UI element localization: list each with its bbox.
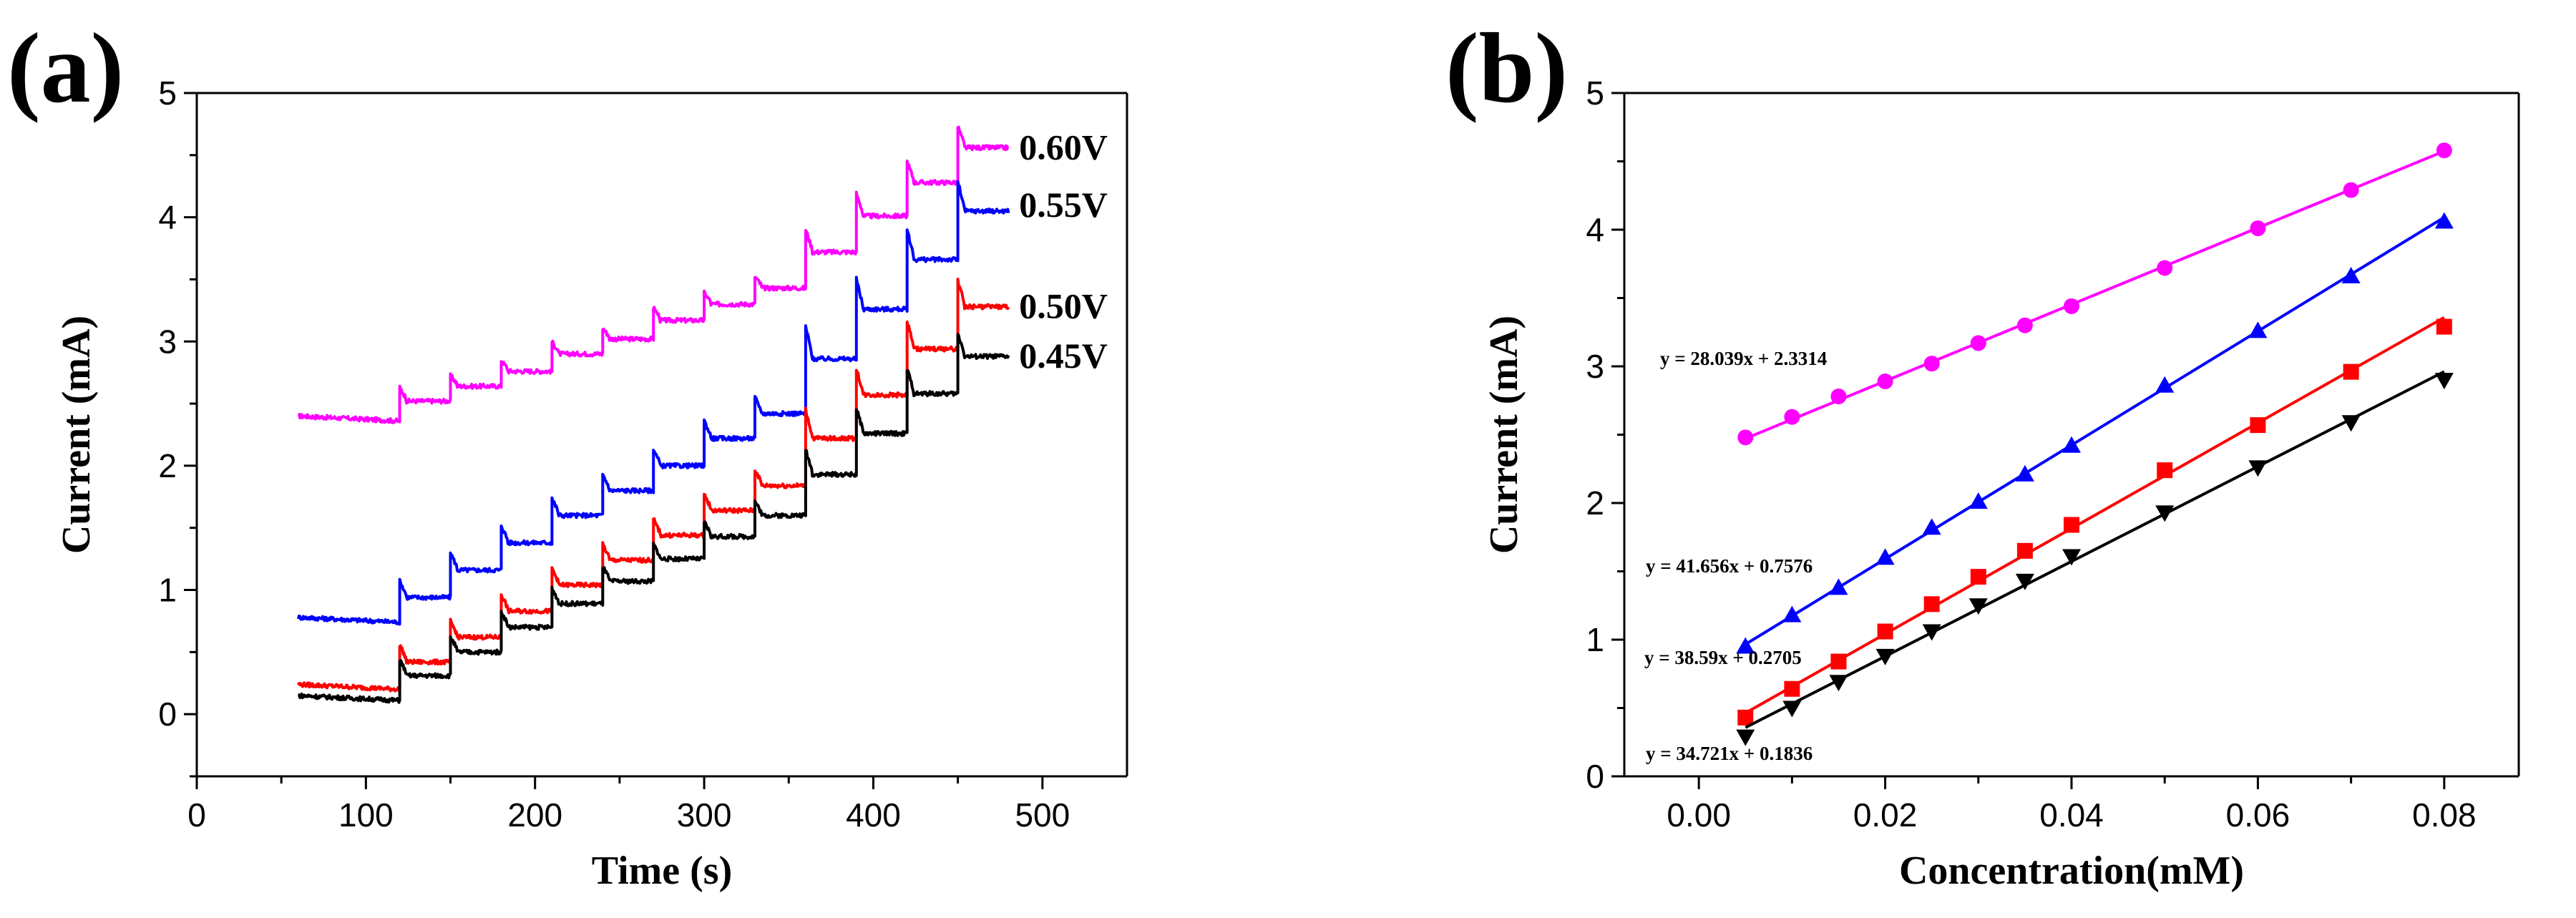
chart-b-y-tick-label: 1 — [1586, 621, 1604, 658]
chart-a-y-tick-label: 2 — [158, 447, 177, 484]
chart-b-x-tick-label: 0.02 — [1853, 796, 1918, 834]
data-point-0.60V — [2016, 317, 2033, 333]
chart-b-x-tick-label: 0.06 — [2226, 796, 2290, 834]
data-point-0.50V — [2250, 417, 2266, 434]
data-point-0.60V — [1784, 409, 1800, 425]
chart-b-x-tick-label: 0.00 — [1667, 796, 1731, 834]
data-point-0.60V — [1877, 373, 1893, 390]
chart-a-x-tick-label: 300 — [677, 796, 732, 834]
data-point-0.60V — [1923, 356, 1940, 372]
chart-a-x-tick-label: 400 — [846, 796, 901, 834]
series-line-0.60V — [298, 125, 1010, 424]
panel-b-label: (b) — [1445, 13, 1568, 124]
chart-b-x-axis-title: Concentration(mM) — [1899, 849, 2244, 893]
data-point-0.60V — [2343, 182, 2359, 198]
data-point-0.55V — [1736, 637, 1755, 654]
data-point-0.60V — [2157, 260, 2173, 276]
data-point-0.45V — [2155, 505, 2175, 522]
chart-b-y-tick-label: 2 — [1586, 484, 1604, 522]
data-point-0.45V — [1968, 598, 1988, 615]
data-point-0.45V — [2341, 415, 2361, 432]
data-point-0.45V — [1736, 729, 1755, 746]
data-point-0.50V — [2157, 462, 2173, 479]
data-point-0.50V — [2343, 363, 2359, 380]
data-point-0.60V — [2064, 298, 2079, 314]
series-line-0.50V — [297, 278, 1010, 693]
chart-b-x-tick-label: 0.04 — [2039, 796, 2104, 834]
chart-b-y-tick-label: 0 — [1586, 758, 1604, 795]
chart-b-y-axis-title: Current (mA) — [1482, 316, 1526, 554]
series-label-0.60V: 0.60V — [1019, 127, 1108, 167]
data-point-0.45V — [2248, 460, 2268, 477]
data-point-0.55V — [2434, 212, 2454, 229]
data-point-0.50V — [1784, 680, 1800, 697]
chart-b-y-tick-label: 3 — [1586, 348, 1604, 385]
data-point-0.50V — [1923, 596, 1940, 612]
data-point-0.55V — [2248, 321, 2268, 338]
chart-b-x-tick-label: 0.08 — [2412, 796, 2477, 834]
data-point-0.60V — [2436, 142, 2452, 159]
chart-a-y-tick-label: 0 — [158, 695, 177, 733]
data-point-0.50V — [1970, 569, 1986, 585]
series-label-0.50V: 0.50V — [1019, 286, 1108, 326]
data-point-0.55V — [2062, 436, 2081, 453]
data-point-0.50V — [2016, 542, 2033, 559]
data-point-0.50V — [2064, 517, 2079, 533]
fit-line-0.55V — [1745, 216, 2445, 646]
equation-label-0.55V: y = 41.656x + 0.7576 — [1646, 555, 1813, 577]
equation-label-0.45V: y = 34.721x + 0.1836 — [1646, 743, 1813, 764]
data-point-0.45V — [1875, 648, 1895, 665]
equation-label-0.50V: y = 38.59x + 0.2705 — [1644, 647, 1802, 668]
data-point-0.45V — [1829, 675, 1848, 692]
data-point-0.55V — [1875, 548, 1895, 565]
data-point-0.55V — [1782, 605, 1802, 622]
chart-a-y-tick-label: 1 — [158, 572, 177, 609]
chart-b: 0.00 0.02 0.04 0.06 0.08 0 1 2 3 4 5 Concentration(… — [1482, 74, 2520, 893]
chart-a-y-tick-label: 3 — [158, 323, 177, 360]
data-point-0.50V — [1737, 709, 1754, 726]
data-point-0.55V — [2015, 464, 2034, 482]
data-point-0.50V — [1830, 653, 1847, 670]
chart-a-x-tick-label: 500 — [1015, 796, 1070, 834]
data-point-0.45V — [2015, 573, 2034, 590]
equation-label-0.60V: y = 28.039x + 2.3314 — [1660, 348, 1827, 369]
panel-a-label: (a) — [7, 13, 124, 124]
data-point-0.60V — [1737, 429, 1754, 446]
chart-a-y-axis-title: Current (mA) — [54, 316, 99, 554]
data-point-0.60V — [2250, 220, 2266, 237]
data-point-0.50V — [2436, 318, 2452, 335]
chart-a: 0 100 200 300 400 500 0 1 2 3 4 5 Time (s) Current (m… — [54, 74, 1128, 893]
data-point-0.45V — [2434, 373, 2454, 390]
data-point-0.55V — [1968, 492, 1988, 509]
data-point-0.55V — [2155, 376, 2175, 393]
chart-b-y-tick-label: 4 — [1586, 211, 1604, 248]
chart-b-y-tick-label: 5 — [1586, 74, 1604, 112]
chart-a-y-tick-label: 5 — [158, 74, 177, 112]
data-point-0.50V — [1877, 623, 1893, 640]
data-point-0.45V — [2062, 549, 2081, 566]
data-point-0.45V — [1782, 700, 1802, 718]
series-label-0.55V: 0.55V — [1019, 185, 1108, 225]
fit-line-0.50V — [1745, 316, 2445, 715]
data-point-0.55V — [1922, 518, 1941, 535]
fit-line-0.45V — [1745, 370, 2445, 729]
fit-line-0.60V — [1745, 150, 2445, 440]
data-point-0.60V — [1830, 389, 1847, 405]
data-point-0.60V — [1970, 335, 1986, 351]
data-point-0.45V — [1922, 624, 1941, 641]
series-label-0.45V: 0.45V — [1019, 336, 1108, 376]
series-line-0.55V — [296, 180, 1010, 626]
chart-a-x-tick-label: 100 — [338, 796, 394, 834]
chart-a-x-tick-label: 200 — [507, 796, 562, 834]
data-point-0.55V — [1829, 578, 1848, 595]
chart-a-y-tick-label: 4 — [158, 199, 177, 236]
data-point-0.55V — [2341, 266, 2361, 283]
chart-a-x-tick-label: 0 — [187, 796, 206, 834]
series-line-0.45V — [298, 333, 1010, 704]
chart-a-x-axis-title: Time (s) — [592, 849, 733, 893]
